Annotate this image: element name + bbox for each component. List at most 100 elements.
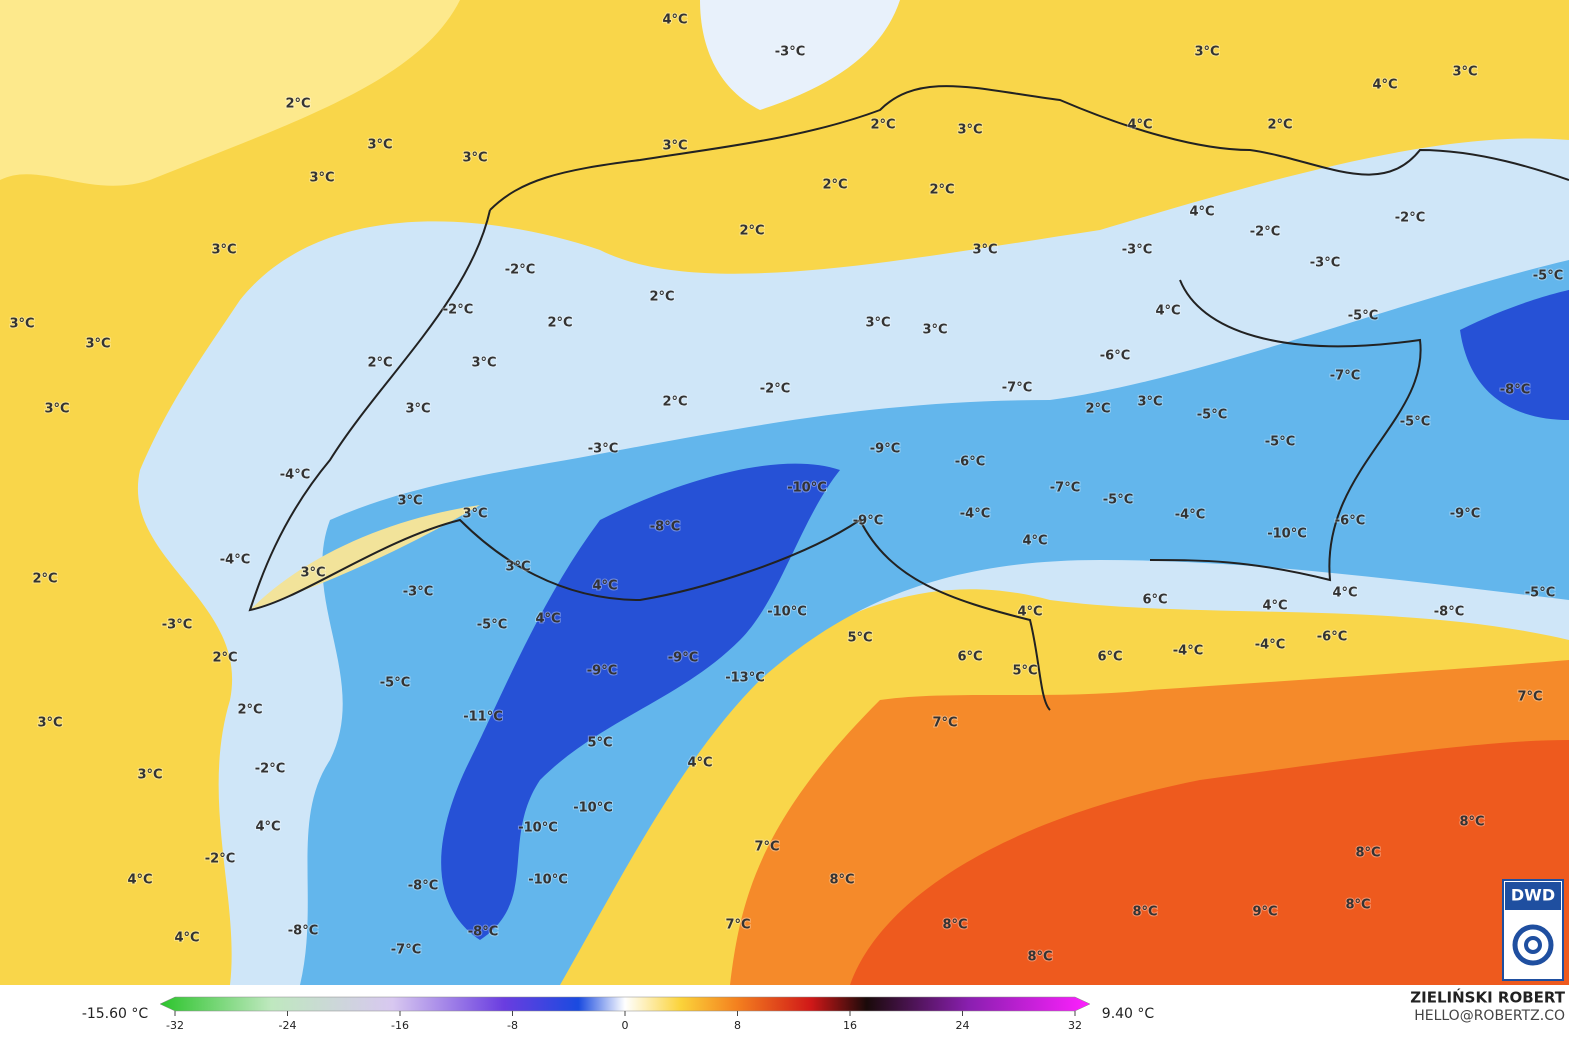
temperature-label: 2°C — [32, 572, 57, 587]
temperature-label: 4°C — [535, 612, 560, 627]
temperature-label: -9°C — [668, 651, 698, 666]
temperature-label: -3°C — [403, 585, 433, 600]
temperature-label: -2°C — [1395, 211, 1425, 226]
colorbar: -15.60 °C 9.40 °C -32 -24 -16 -8 0 8 16 24 32 — [82, 996, 1155, 1032]
temperature-label: 8°C — [1345, 898, 1370, 913]
temperature-label: -2°C — [505, 263, 535, 278]
temperature-label: -4°C — [1175, 508, 1205, 523]
temperature-label: 3°C — [137, 768, 162, 783]
temperature-label: -9°C — [587, 664, 617, 679]
temperature-label: 3°C — [462, 507, 487, 522]
temperature-label: -2°C — [255, 762, 285, 777]
temperature-label: -5°C — [1103, 493, 1133, 508]
temperature-label: 7°C — [725, 918, 750, 933]
temperature-label: 6°C — [957, 650, 982, 665]
temperature-label: -10°C — [573, 801, 613, 816]
temperature-label: 2°C — [367, 356, 392, 371]
colorbar-tick-label: 32 — [1068, 1019, 1082, 1032]
temperature-label: -8°C — [650, 520, 680, 535]
border-lines — [248, 85, 1569, 711]
temperature-label: 3°C — [405, 402, 430, 417]
temperature-label: 2°C — [1085, 402, 1110, 417]
temperature-label: -4°C — [1255, 638, 1285, 653]
temperature-label: -5°C — [1197, 408, 1227, 423]
temperature-label: -9°C — [853, 514, 883, 529]
temperature-label: 3°C — [1194, 45, 1219, 60]
colorbar-tick-label: -32 — [166, 1019, 184, 1032]
temperature-label: -11°C — [463, 710, 503, 725]
colorbar-tick-label: 8 — [734, 1019, 741, 1032]
temperature-label: -8°C — [1500, 383, 1530, 398]
temperature-label: 3°C — [505, 560, 530, 575]
temperature-label: 3°C — [211, 243, 236, 258]
temperature-label: 7°C — [932, 716, 957, 731]
temperature-label: 2°C — [739, 224, 764, 239]
temperature-label: 9°C — [1252, 905, 1277, 920]
temperature-label: 3°C — [9, 317, 34, 332]
temperature-label: 4°C — [592, 579, 617, 594]
temperature-label: -6°C — [955, 455, 985, 470]
temperature-label: -5°C — [1533, 269, 1563, 284]
temperature-label: -2°C — [205, 852, 235, 867]
credit-email: HELLO@ROBERTZ.CO — [1414, 1008, 1565, 1024]
temperature-label: -10°C — [518, 821, 558, 836]
temperature-label: 2°C — [929, 183, 954, 198]
temperature-label: -3°C — [588, 442, 618, 457]
temperature-label: 3°C — [367, 138, 392, 153]
temperature-label: -6°C — [1317, 630, 1347, 645]
colorbar-tick-label: -8 — [507, 1019, 518, 1032]
temperature-label: -7°C — [1330, 369, 1360, 384]
temperature-label: 3°C — [1137, 395, 1162, 410]
temperature-label: 8°C — [942, 918, 967, 933]
temperature-label: 4°C — [174, 931, 199, 946]
colorbar-max: 9.40 °C — [1102, 1006, 1155, 1022]
temperature-label: -7°C — [1002, 381, 1032, 396]
temperature-label: 4°C — [1262, 599, 1287, 614]
colorbar-tick-label: -16 — [391, 1019, 409, 1032]
temperature-label: 3°C — [85, 337, 110, 352]
colorbar-tick-label: 24 — [956, 1019, 970, 1032]
temperature-label: -4°C — [220, 553, 250, 568]
temperature-label: 4°C — [1332, 586, 1357, 601]
temperature-label: -5°C — [1400, 415, 1430, 430]
temperature-label: -7°C — [391, 943, 421, 958]
temperature-label: 2°C — [822, 178, 847, 193]
temperature-label: 8°C — [1132, 905, 1157, 920]
colorbar-tick-label: 0 — [622, 1019, 629, 1032]
temperature-label: 8°C — [1355, 846, 1380, 861]
temperature-label: 4°C — [662, 13, 687, 28]
temperature-label: 8°C — [1459, 815, 1484, 830]
temperature-label: -5°C — [477, 618, 507, 633]
colorbar-tick-label: 16 — [843, 1019, 857, 1032]
temperature-label: 6°C — [1097, 650, 1122, 665]
temperature-label: 7°C — [754, 840, 779, 855]
dwd-logo: DWD — [1502, 879, 1564, 981]
temperature-label: 2°C — [662, 395, 687, 410]
temperature-labels: 4°C -3°C 3°C 3°C 4°C 2°C 4°C 2°C 2°C 3°C 3°C 3°C 3°C… — [8, 12, 1564, 966]
temperature-label: 4°C — [1017, 605, 1042, 620]
temperature-label: -8°C — [288, 924, 318, 939]
temperature-label: -4°C — [960, 507, 990, 522]
temperature-label: -7°C — [1050, 481, 1080, 496]
temperature-label: -8°C — [468, 925, 498, 940]
temperature-label: 6°C — [1142, 593, 1167, 608]
logo-text: DWD — [1511, 886, 1555, 905]
temperature-label: -6°C — [1100, 349, 1130, 364]
temperature-label: -5°C — [380, 676, 410, 691]
temperature-label: 4°C — [1022, 534, 1047, 549]
temperature-label: 3°C — [865, 316, 890, 331]
temperature-label: -10°C — [787, 481, 827, 496]
temperature-label: -8°C — [408, 879, 438, 894]
temperature-label: 4°C — [255, 820, 280, 835]
temperature-label: -10°C — [528, 873, 568, 888]
temperature-label: -3°C — [162, 618, 192, 633]
temperature-label: -6°C — [1335, 514, 1365, 529]
temperature-label: -3°C — [1122, 243, 1152, 258]
temperature-label: 3°C — [462, 151, 487, 166]
temperature-label: -2°C — [443, 303, 473, 318]
temperature-label: 4°C — [687, 756, 712, 771]
temperature-label: 2°C — [285, 97, 310, 112]
temperature-label: 2°C — [547, 316, 572, 331]
temperature-label: 4°C — [127, 873, 152, 888]
